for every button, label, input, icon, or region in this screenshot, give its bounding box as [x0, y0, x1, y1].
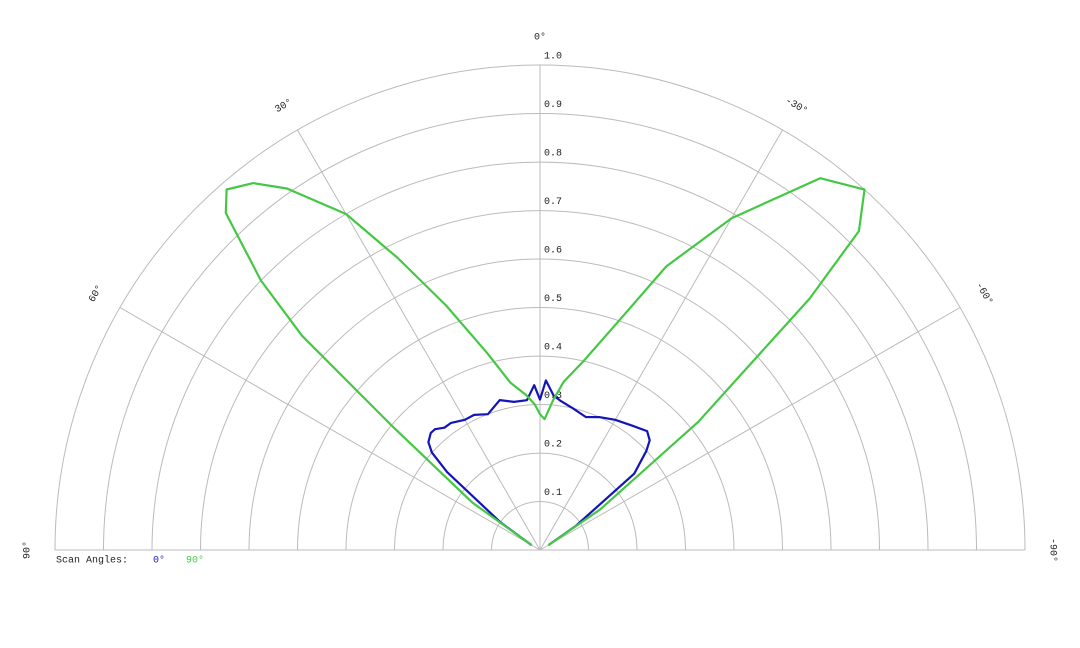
- r-tick-label: 0.5: [544, 294, 562, 305]
- r-tick-label: 0.4: [544, 343, 562, 354]
- theta-tick-label: -60°: [973, 280, 995, 307]
- r-tick-label: 1.0: [544, 52, 562, 63]
- theta-tick-label: 30°: [273, 97, 295, 116]
- r-tick-label: 0.8: [544, 149, 562, 160]
- r-tick-label: 0.7: [544, 197, 562, 208]
- r-tick-label: 0.6: [544, 246, 562, 257]
- theta-tick-label: 0°: [534, 32, 546, 44]
- legend-title: Scan Angles:: [56, 555, 128, 567]
- grid-spoke: [539, 129, 783, 551]
- theta-tick-label: -30°: [783, 95, 810, 117]
- r-tick-label: 0.9: [544, 100, 562, 111]
- grid-spoke: [119, 307, 541, 551]
- r-tick-label: 0.3: [544, 391, 562, 402]
- grid-spoke: [297, 129, 541, 551]
- r-tick-label: 0.1: [544, 488, 562, 499]
- legend-entry: 90°: [186, 555, 204, 567]
- r-tick-label: 0.2: [544, 440, 562, 451]
- series-line: [224, 177, 866, 547]
- theta-tick-label: 90°: [22, 541, 34, 559]
- theta-tick-label: -90°: [1046, 538, 1058, 562]
- grid-spoke: [539, 307, 961, 551]
- series-line: [427, 379, 651, 547]
- theta-tick-label: 60°: [87, 283, 106, 305]
- legend-entry: 0°: [153, 555, 165, 567]
